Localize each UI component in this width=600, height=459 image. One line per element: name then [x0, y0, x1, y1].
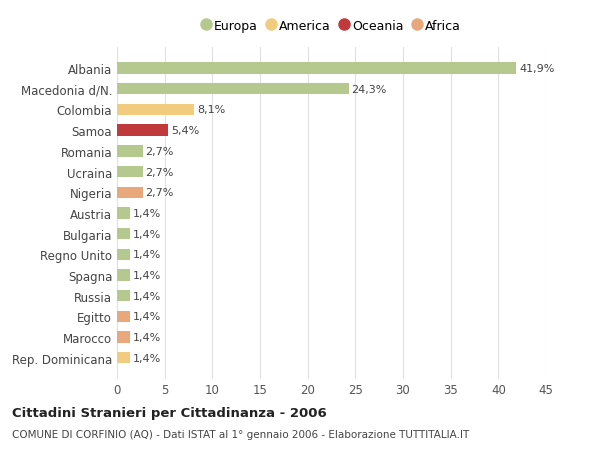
Bar [117, 291, 130, 302]
Text: 2,7%: 2,7% [146, 188, 174, 198]
Bar [117, 270, 130, 281]
Text: 5,4%: 5,4% [172, 126, 200, 136]
Text: 1,4%: 1,4% [133, 332, 161, 342]
Legend: Europa, America, Oceania, Africa: Europa, America, Oceania, Africa [197, 15, 466, 38]
Bar [117, 105, 194, 116]
Bar [117, 84, 349, 95]
Text: 1,4%: 1,4% [133, 353, 161, 363]
Text: 1,4%: 1,4% [133, 291, 161, 301]
Text: 1,4%: 1,4% [133, 250, 161, 260]
Text: 1,4%: 1,4% [133, 229, 161, 239]
Text: 2,7%: 2,7% [146, 167, 174, 177]
Bar [117, 125, 169, 136]
Bar [117, 249, 130, 260]
Bar [117, 167, 143, 178]
Bar [117, 229, 130, 240]
Bar [117, 63, 517, 74]
Bar [117, 332, 130, 343]
Bar [117, 311, 130, 322]
Text: 1,4%: 1,4% [133, 270, 161, 280]
Text: 41,9%: 41,9% [520, 64, 554, 74]
Text: 1,4%: 1,4% [133, 208, 161, 218]
Text: 2,7%: 2,7% [146, 146, 174, 157]
Text: 24,3%: 24,3% [352, 84, 387, 95]
Bar [117, 353, 130, 364]
Text: Cittadini Stranieri per Cittadinanza - 2006: Cittadini Stranieri per Cittadinanza - 2… [12, 406, 327, 419]
Text: COMUNE DI CORFINIO (AQ) - Dati ISTAT al 1° gennaio 2006 - Elaborazione TUTTITALI: COMUNE DI CORFINIO (AQ) - Dati ISTAT al … [12, 429, 469, 439]
Bar [117, 208, 130, 219]
Bar [117, 146, 143, 157]
Text: 1,4%: 1,4% [133, 312, 161, 322]
Text: 8,1%: 8,1% [197, 105, 226, 115]
Bar [117, 187, 143, 198]
